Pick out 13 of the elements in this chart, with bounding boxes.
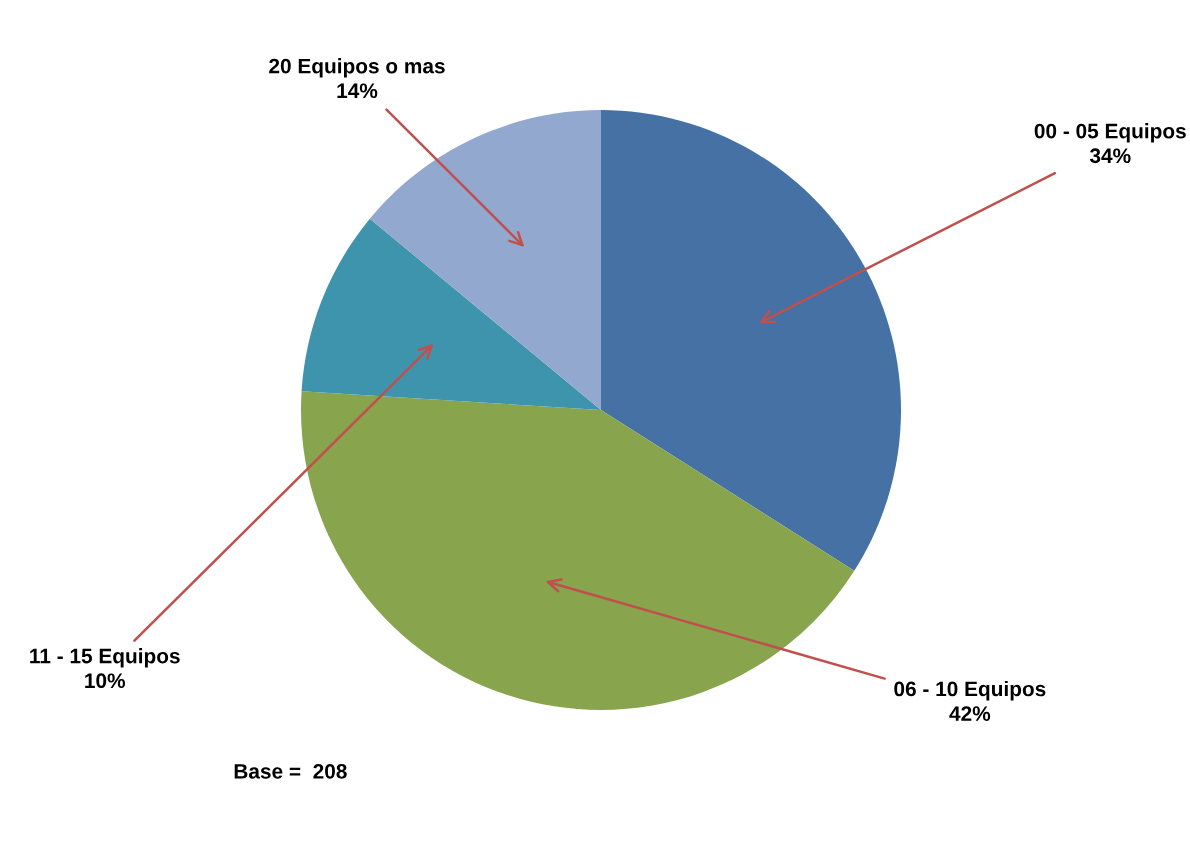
data-label: 42% — [949, 706, 991, 721]
slice-label: 20 Equipos o mas — [269, 58, 445, 78]
pie-slice — [301, 391, 855, 710]
pie-slice — [369, 110, 601, 410]
text: Base = 208 — [234, 763, 347, 779]
data-label: 14% — [337, 83, 378, 99]
pie-slice — [301, 218, 601, 410]
slice-label: 00 - 05 Equipos — [1034, 123, 1186, 143]
data-label: 10% — [85, 673, 126, 689]
pie-slice — [601, 110, 901, 571]
data-label: 34% — [1089, 148, 1131, 164]
slice-label: 06 - 10 Equipos — [894, 680, 1046, 701]
slice-label: 11 - 15 Equipos — [30, 648, 180, 668]
